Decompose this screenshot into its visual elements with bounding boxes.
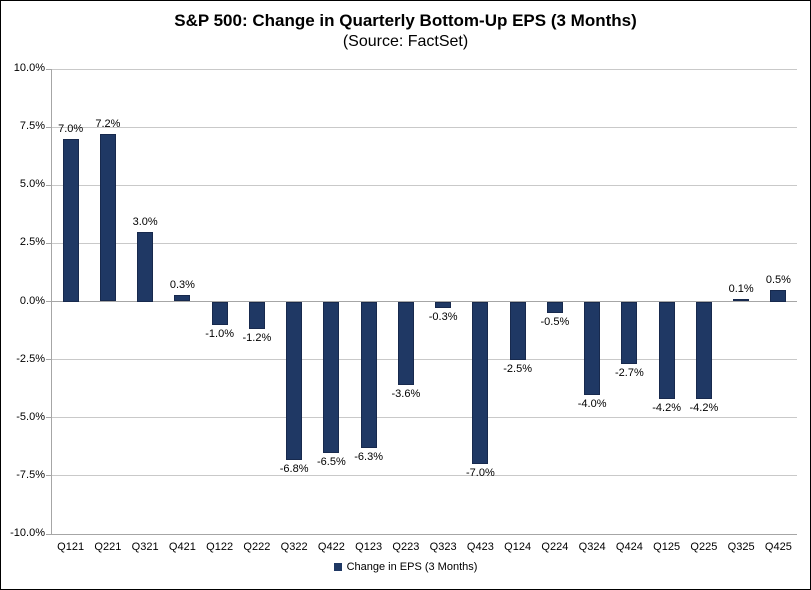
x-axis-label: Q324 (578, 541, 606, 553)
legend: Change in EPS (3 Months) (1, 561, 810, 573)
gridline (52, 184, 797, 186)
bar-value-label: -0.5% (540, 316, 570, 329)
gridline (52, 475, 797, 477)
y-axis-tick (46, 359, 52, 361)
x-axis-label: Q221 (94, 541, 122, 553)
y-axis-tick (46, 417, 52, 419)
y-axis-label: 7.5% (19, 120, 45, 133)
bar-value-label: -4.0% (577, 397, 607, 410)
y-axis-tick (46, 68, 52, 70)
x-axis-label: Q121 (57, 541, 85, 553)
y-axis-label: 2.5% (19, 236, 45, 249)
bar (695, 301, 712, 400)
plot-area: 10.0% 7.5% 5.0% 2.5% 0.0% -2.5% -5.0% -7.5% -10.… (10, 62, 797, 553)
x-axis-label: Q123 (355, 541, 383, 553)
y-axis-tick (46, 242, 52, 244)
bar-value-label: -6.3% (354, 450, 383, 463)
bar-value-label: -2.5% (503, 362, 532, 375)
bar (248, 301, 265, 330)
bar-value-label: 0.5% (765, 273, 791, 286)
bar (62, 138, 79, 302)
bar-value-label: -1.2% (242, 332, 272, 345)
y-axis-tick (46, 533, 52, 535)
bar-value-label: -4.2% (689, 402, 719, 415)
bar (211, 301, 228, 325)
gridline (52, 359, 797, 361)
bar (360, 301, 377, 448)
bar (435, 301, 452, 309)
bar-value-label: 7.2% (95, 118, 121, 131)
x-axis-label: Q321 (131, 541, 159, 553)
x-axis-label: Q424 (615, 541, 643, 553)
gridline (52, 301, 797, 302)
bar-value-label: -2.7% (615, 367, 644, 380)
x-axis-label: Q322 (280, 541, 308, 553)
chart-subtitle: (Source: FactSet) (342, 33, 469, 50)
bar (584, 301, 601, 395)
legend-marker-icon (333, 563, 342, 571)
gridline (52, 417, 797, 419)
x-axis-label: Q223 (392, 541, 420, 553)
y-axis-label: 10.0% (13, 62, 45, 74)
bar (323, 301, 340, 453)
chart-title: S&P 500: Change in Quarterly Bottom-Up E… (174, 11, 637, 30)
gridline (52, 68, 797, 70)
y-axis-label: 0.0% (19, 294, 45, 307)
bar-value-label: -6.8% (279, 462, 309, 475)
bar-value-label: -7.0% (466, 467, 495, 480)
bar-value-label: 0.1% (728, 283, 754, 296)
y-axis-label: 5.0% (19, 178, 45, 191)
x-axis-label: Q224 (541, 541, 569, 553)
x-axis-label: Q225 (690, 541, 718, 553)
x-axis-label: Q125 (653, 541, 681, 553)
x-axis-label: Q323 (429, 541, 457, 553)
bar (509, 301, 526, 360)
bar-value-label: 7.0% (58, 122, 84, 135)
bar (397, 301, 414, 386)
y-axis-tick (46, 184, 52, 186)
y-axis-label: -5.0% (16, 410, 45, 423)
x-axis-label: Q425 (764, 541, 792, 553)
bar (770, 289, 787, 302)
bar-value-label: -6.5% (317, 455, 346, 468)
bar-value-label: -1.0% (205, 327, 234, 340)
x-axis-label: Q423 (466, 541, 494, 553)
x-axis-label: Q122 (206, 541, 234, 553)
x-axis-label: Q325 (727, 541, 755, 553)
bar-value-label: -3.6% (391, 388, 421, 401)
bar (137, 231, 154, 302)
y-axis-tick (46, 301, 52, 302)
legend-label: Change in EPS (3 Months) (346, 561, 478, 573)
bar-value-label: 0.3% (169, 278, 195, 291)
y-axis-label: -10.0% (10, 527, 45, 539)
bar (472, 301, 489, 465)
gridline (52, 126, 797, 128)
x-axis-label: Q124 (504, 541, 532, 553)
bar-value-label: -0.3% (428, 311, 458, 324)
y-axis-label: -7.5% (16, 468, 45, 481)
y-axis-tick (46, 126, 52, 128)
y-axis-tick (46, 475, 52, 477)
bar-value-label: 3.0% (132, 215, 158, 228)
gridline (52, 242, 797, 244)
bar (99, 134, 116, 302)
x-axis-label: Q422 (317, 541, 345, 553)
bar (733, 299, 750, 302)
bar (286, 301, 303, 460)
bar-value-label: -4.2% (652, 402, 681, 415)
gridline (52, 533, 797, 535)
x-axis-label: Q222 (243, 541, 271, 553)
bar (174, 294, 191, 302)
y-axis-label: -2.5% (16, 352, 45, 365)
bar (546, 301, 563, 314)
bar (658, 301, 675, 400)
bar (621, 301, 638, 365)
x-axis-label: Q421 (168, 541, 196, 553)
